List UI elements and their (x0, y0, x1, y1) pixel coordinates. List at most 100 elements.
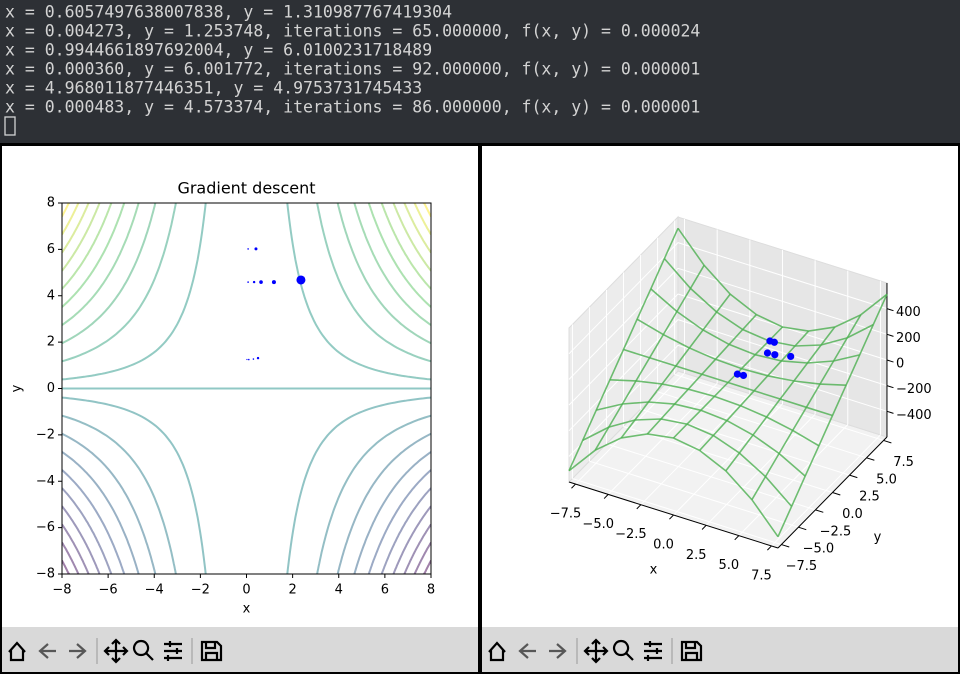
z-tick (886, 308, 894, 312)
z-tick (886, 410, 894, 414)
x-tick-label: 0 (242, 583, 250, 598)
x-tick-label: 6 (381, 583, 389, 598)
contour-line (62, 414, 431, 574)
contour-line (62, 451, 431, 574)
grid-line (677, 242, 888, 310)
x-tick-label: −2 (191, 583, 210, 598)
descent-point (259, 280, 263, 284)
x-tick (603, 494, 609, 499)
wireframe-line (636, 318, 847, 386)
plot-window (0, 144, 480, 674)
back-button[interactable] (518, 643, 536, 659)
configure-button[interactable] (644, 641, 662, 661)
terminal-line: x = 0.9944661897692004, y = 6.0100231718… (5, 41, 432, 60)
zoom-button[interactable] (132, 639, 154, 661)
contour-line (62, 505, 431, 574)
toolbar-group (488, 638, 703, 664)
y-axis (777, 436, 888, 549)
contour-line (62, 203, 431, 217)
contour-line (62, 203, 431, 308)
contour-line (62, 396, 431, 574)
descent-point (248, 358, 250, 361)
contour-line (62, 203, 431, 345)
toolbar-icons (8, 638, 703, 664)
x-tick-label: −8 (52, 583, 71, 598)
grid-line (677, 267, 888, 335)
y-tick (798, 526, 807, 531)
y-tick (883, 439, 892, 444)
y-tick-label: −6 (36, 520, 55, 535)
home-button[interactable] (488, 641, 506, 662)
grid-line (606, 443, 816, 511)
toolbar (2, 627, 478, 672)
z-tick-label: −200 (896, 382, 932, 397)
home-button[interactable] (8, 641, 26, 662)
chart-title: Gradient descent (177, 179, 315, 198)
grid-line (623, 426, 833, 493)
cursor (4, 116, 16, 136)
back-button[interactable] (38, 643, 56, 659)
descent-point (739, 371, 748, 380)
x-tick-label: −2.5 (615, 527, 647, 542)
z-tick (886, 359, 894, 363)
contour-line (62, 203, 431, 381)
y-tick-label: 0 (47, 381, 55, 396)
descent-point (252, 280, 256, 284)
wireframe-line (568, 433, 779, 538)
contour-line (62, 469, 431, 574)
x-tick-label: 8 (427, 583, 435, 598)
grid-line (568, 242, 679, 355)
y-tick-label: −2 (36, 427, 55, 442)
terminal-line: x = 0.000483, y = 4.573374, iterations =… (5, 98, 700, 117)
wireframe-line (623, 348, 833, 417)
y-tick (832, 492, 841, 496)
save-button[interactable] (680, 640, 703, 662)
forward-button[interactable] (549, 643, 567, 659)
y-tick-label: 6 (47, 242, 55, 257)
configure-button[interactable] (164, 641, 182, 661)
x-tick-label: −6 (99, 583, 118, 598)
contour-line (62, 542, 431, 574)
y-tick-label: 7.5 (893, 455, 914, 470)
contour-line (62, 203, 431, 235)
descent-point (763, 349, 772, 357)
x-tick (701, 524, 707, 530)
grid-line (674, 373, 884, 441)
grid-line (572, 478, 782, 546)
descent-point (733, 370, 742, 378)
z-tick (886, 333, 894, 337)
contour-line (62, 203, 431, 326)
pan-button[interactable] (103, 638, 129, 664)
save-button[interactable] (200, 640, 223, 662)
y-tick-label: −7.5 (786, 559, 818, 574)
x-axis-label: x (243, 602, 251, 617)
y-tick-label: −5.0 (803, 542, 835, 557)
terminal-line: x = 0.6057497638007838, y = 1.3109877674… (5, 3, 452, 22)
contour-line (62, 523, 431, 574)
descent-point (246, 358, 248, 361)
wireframe-line (582, 418, 793, 507)
descent-point (247, 248, 249, 250)
y-tick-label: 2 (47, 335, 55, 350)
contour-line (62, 203, 431, 272)
grid-line (640, 408, 850, 476)
forward-button[interactable] (69, 643, 87, 659)
contour-line (62, 487, 431, 574)
grid-line (657, 391, 867, 459)
y-axis-label: y (874, 530, 882, 545)
wireframe-line (650, 288, 860, 364)
descent-point (256, 356, 260, 360)
x-tick-label: 2 (288, 583, 296, 598)
descent-point (296, 275, 306, 285)
pan-button[interactable] (583, 638, 609, 664)
y-tick-label: −2.5 (820, 524, 852, 539)
grid-line (568, 319, 679, 432)
y-tick-label: −8 (36, 567, 55, 582)
zoom-button[interactable] (612, 639, 634, 661)
x-tick-label: −7.5 (550, 507, 582, 522)
z-tick-label: −400 (896, 408, 932, 423)
wireframe-line (596, 401, 806, 477)
x-tick-label: 0.0 (653, 538, 674, 553)
descent-point (770, 338, 778, 346)
